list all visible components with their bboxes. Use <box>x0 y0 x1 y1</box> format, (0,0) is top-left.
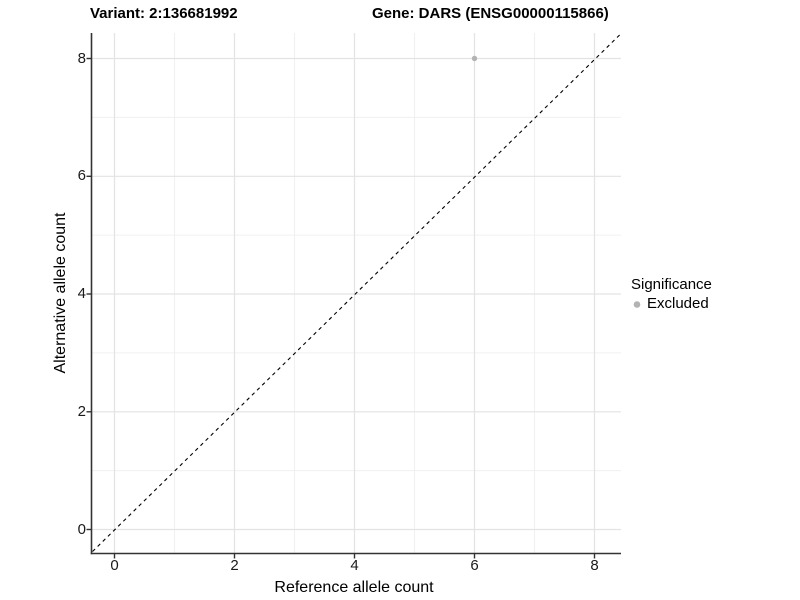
y-tick-label-4: 4 <box>77 285 86 302</box>
major-gridlines <box>92 33 621 553</box>
identity-line <box>92 33 622 552</box>
legend-item-excluded: Excluded <box>631 295 712 313</box>
y-tick-label-6: 6 <box>77 167 86 185</box>
legend: Significance Excluded <box>631 276 712 313</box>
data-point <box>471 55 478 62</box>
x-tick-label-0: 0 <box>110 557 119 574</box>
x-tick-label-8: 8 <box>590 557 599 574</box>
axis-lines <box>90 33 621 555</box>
y-tick-label-8: 8 <box>77 49 86 67</box>
legend-point-icon <box>633 301 641 308</box>
x-tick-label-6: 6 <box>470 557 479 574</box>
legend-title: Significance <box>631 276 712 293</box>
legend-item-label: Excluded <box>647 295 709 312</box>
title-gene: Gene: DARS (ENSG00000115866) <box>372 5 609 22</box>
y-tick-label-0: 0 <box>77 520 86 538</box>
y-tick-label-2: 2 <box>77 402 86 420</box>
y-axis-title: Alternative allele count <box>52 212 69 374</box>
minor-gridlines <box>92 33 621 553</box>
title-variant: Variant: 2:136681992 <box>90 5 238 22</box>
x-axis-title: Reference allele count <box>274 579 434 596</box>
tick-marks <box>86 57 596 559</box>
x-tick-label-2: 2 <box>230 557 239 574</box>
x-tick-label-4: 4 <box>350 557 359 574</box>
